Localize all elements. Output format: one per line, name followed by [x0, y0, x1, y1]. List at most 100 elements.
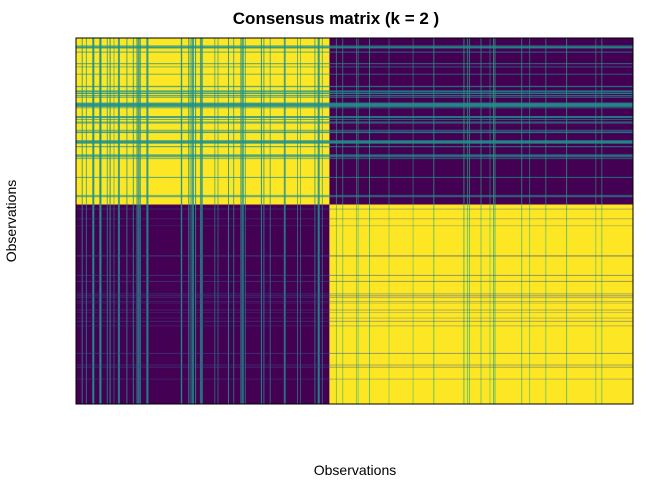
streak-vertical: [412, 38, 414, 404]
streak-vertical: [521, 38, 523, 404]
streak-vertical: [233, 38, 235, 404]
streak-horizontal: [76, 129, 633, 132]
streak-horizontal: [76, 293, 633, 294]
streak-horizontal: [76, 140, 633, 143]
streak-vertical: [217, 38, 219, 404]
streak-vertical: [92, 38, 95, 404]
streak-horizontal: [76, 107, 633, 109]
streak-horizontal: [76, 301, 633, 302]
streak-horizontal: [76, 364, 633, 366]
streak-horizontal: [76, 176, 633, 178]
streak-horizontal: [76, 141, 633, 144]
streak-vertical: [81, 38, 83, 404]
streak-vertical: [595, 38, 597, 404]
x-axis-label: Observations: [313, 462, 397, 478]
streak-horizontal: [76, 296, 633, 298]
streak-vertical: [100, 38, 102, 404]
streak-vertical: [489, 38, 491, 404]
streak-horizontal: [76, 320, 633, 322]
streak-vertical: [317, 38, 320, 404]
streak-vertical: [466, 38, 468, 404]
streak-horizontal: [76, 146, 633, 148]
streak-horizontal: [76, 158, 633, 160]
streak-vertical: [109, 38, 111, 404]
streak-vertical: [342, 38, 344, 404]
streak-horizontal: [76, 131, 633, 133]
streak-horizontal: [76, 63, 633, 65]
streak-horizontal: [76, 121, 633, 123]
plot-frame: [75, 37, 634, 405]
streak-horizontal: [76, 225, 633, 227]
streak-horizontal: [76, 118, 633, 120]
streak-vertical: [566, 38, 568, 404]
heatmap-streaks: [76, 38, 633, 404]
streak-horizontal: [76, 325, 633, 327]
streak-horizontal: [76, 218, 633, 220]
streak-vertical: [139, 38, 141, 404]
streak-horizontal: [76, 102, 633, 105]
streak-vertical: [117, 38, 120, 404]
streak-horizontal: [76, 302, 633, 304]
y-axis-label: Observations: [3, 179, 19, 263]
streak-horizontal: [76, 255, 633, 256]
streak-vertical: [113, 38, 115, 404]
streak-vertical: [181, 38, 183, 404]
streak-vertical: [433, 38, 435, 404]
streak-vertical: [388, 38, 390, 404]
streak-vertical: [494, 38, 496, 404]
streak-horizontal: [76, 294, 633, 296]
streak-vertical: [195, 38, 197, 404]
streak-vertical: [85, 38, 87, 404]
streak-vertical: [190, 38, 192, 404]
streak-horizontal: [76, 208, 633, 210]
streak-vertical: [480, 38, 482, 404]
streak-horizontal: [76, 51, 633, 53]
streak-vertical: [132, 38, 134, 404]
streak-vertical: [136, 38, 138, 404]
streak-vertical: [146, 38, 149, 404]
streak-horizontal: [76, 256, 633, 257]
streak-vertical: [201, 38, 203, 404]
streak-vertical: [214, 38, 216, 404]
streak-horizontal: [76, 92, 633, 94]
streak-horizontal: [76, 154, 633, 157]
streak-vertical: [463, 38, 465, 404]
streak-vertical: [199, 38, 201, 404]
streak-vertical: [297, 38, 298, 404]
streak-vertical: [369, 38, 370, 404]
streak-horizontal: [76, 47, 633, 49]
streak-vertical: [126, 38, 128, 404]
streak-horizontal: [76, 106, 633, 108]
streak-vertical: [356, 38, 358, 404]
streak-horizontal: [76, 45, 633, 48]
streak-horizontal: [76, 73, 633, 75]
streak-vertical: [188, 38, 190, 404]
streak-horizontal: [76, 309, 633, 311]
streak-horizontal: [76, 297, 633, 299]
streak-horizontal: [76, 352, 633, 354]
streak-vertical: [269, 38, 271, 404]
streak-vertical: [228, 38, 229, 404]
streak-vertical: [529, 38, 531, 404]
streak-horizontal: [76, 317, 633, 319]
streak-horizontal: [76, 96, 633, 98]
streak-vertical: [242, 38, 245, 404]
streak-vertical: [463, 38, 465, 404]
streak-horizontal: [76, 94, 633, 96]
chart-title: Consensus matrix (k = 2 ): [232, 9, 440, 28]
streak-vertical: [192, 38, 194, 404]
streak-horizontal: [76, 274, 633, 276]
streak-vertical: [545, 38, 547, 404]
streak-vertical: [321, 38, 323, 404]
streak-horizontal: [76, 378, 633, 380]
streak-horizontal: [76, 122, 633, 124]
streak-horizontal: [76, 196, 633, 198]
streak-vertical: [263, 38, 265, 404]
streak-horizontal: [76, 90, 633, 93]
streak-vertical: [138, 38, 141, 404]
streak-horizontal: [76, 366, 633, 368]
streak-vertical: [260, 38, 262, 404]
streak-horizontal: [76, 116, 633, 118]
streak-horizontal: [76, 66, 633, 68]
